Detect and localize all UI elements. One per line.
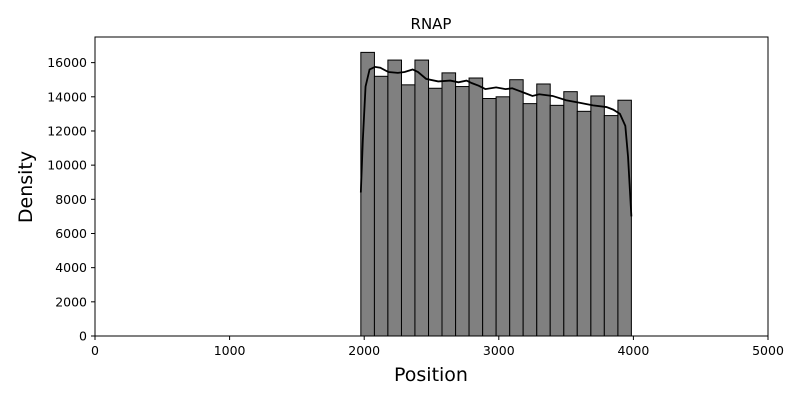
- x-axis-label: Position: [394, 364, 468, 386]
- histogram-bar: [373, 75, 389, 337]
- x-tick-label: 5000: [752, 343, 784, 358]
- histogram-bar: [482, 98, 497, 337]
- y-tick-label: 14000: [47, 89, 87, 104]
- x-tick-label: 1000: [214, 343, 246, 358]
- histogram-bar: [522, 103, 538, 337]
- histogram-bar: [549, 104, 565, 337]
- y-tick-label: 16000: [47, 55, 87, 70]
- y-tick-label: 10000: [47, 158, 87, 173]
- y-tick-label: 12000: [47, 123, 87, 138]
- histogram-bar: [441, 72, 457, 337]
- chart-title: RNAP: [411, 15, 452, 33]
- bars-group: [360, 51, 632, 337]
- kde-curve: [359, 65, 633, 217]
- histogram-bar: [509, 79, 524, 337]
- y-axis: 0 2000 4000 6000 8000 10000 12000 14000 16000: [47, 55, 95, 344]
- histogram-bar: [563, 91, 578, 337]
- histogram-bar: [617, 99, 632, 337]
- plot-frame: [94, 36, 769, 337]
- x-tick-label: 3000: [483, 343, 515, 358]
- y-tick-label: 4000: [55, 260, 87, 275]
- histogram-bar: [455, 86, 470, 337]
- histogram-bar: [428, 87, 443, 337]
- y-tick-label: 6000: [55, 226, 87, 241]
- x-axis: 0 1000 2000 3000 4000 5000: [91, 336, 784, 358]
- y-tick-label: 2000: [55, 294, 87, 309]
- y-axis-label: Density: [15, 151, 37, 223]
- y-tick-label: 0: [79, 329, 87, 344]
- histogram-bar: [360, 51, 375, 337]
- histogram-bar: [495, 96, 511, 337]
- histogram-bar: [468, 77, 484, 337]
- y-tick-label: 8000: [55, 192, 87, 207]
- histogram-bar: [576, 110, 592, 337]
- histogram-bar: [414, 59, 430, 337]
- histogram-bar: [387, 59, 402, 337]
- x-tick-label: 2000: [348, 343, 380, 358]
- histogram-bar: [536, 83, 551, 337]
- x-tick-label: 4000: [617, 343, 649, 358]
- x-tick-label: 0: [91, 343, 99, 358]
- histogram-bar: [400, 84, 416, 337]
- histogram-bar: [590, 95, 605, 337]
- histogram-bar: [603, 115, 619, 337]
